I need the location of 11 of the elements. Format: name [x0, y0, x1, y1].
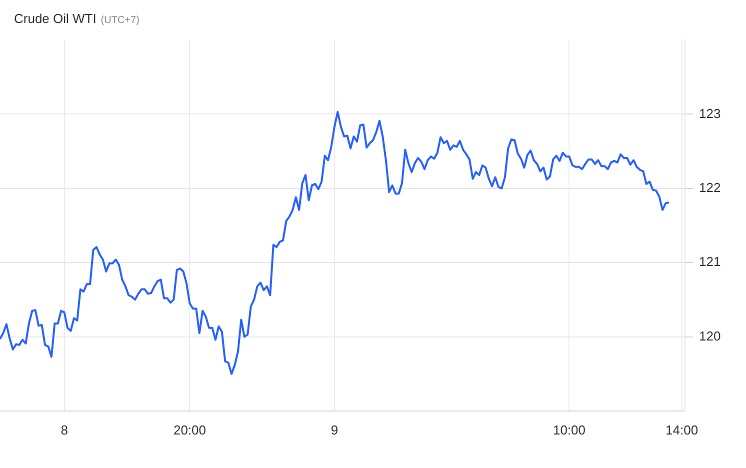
- x-tick-label: 10:00: [552, 422, 586, 438]
- y-tick-label: 122: [699, 180, 721, 195]
- y-tick-label: 120: [699, 328, 721, 344]
- y-tick-label: 123: [699, 106, 721, 121]
- chart-subtitle: (UTC+7): [100, 15, 140, 26]
- chart-title: Crude Oil WTI: [14, 11, 96, 26]
- y-tick-label: 121: [699, 254, 721, 270]
- x-tick-label: 8: [60, 422, 68, 438]
- x-tick-label: 20:00: [173, 422, 206, 438]
- x-tick-label: 9: [330, 422, 338, 438]
- x-tick-label: 14:00: [666, 422, 698, 438]
